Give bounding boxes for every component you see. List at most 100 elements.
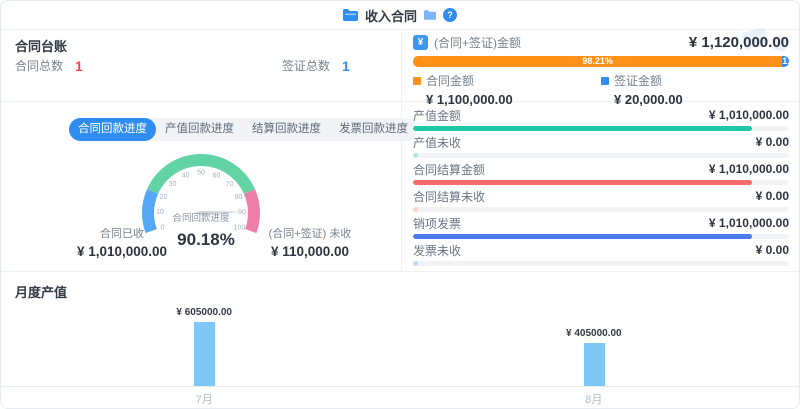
legend-label: 合同金额 bbox=[426, 74, 475, 88]
metric-label: 产值未收 bbox=[413, 135, 462, 150]
gauge-tick-label: 60 bbox=[213, 173, 221, 180]
metric-value: ¥ 1,010,000.00 bbox=[708, 162, 789, 176]
metric-line: 销项发票 ¥ 1,010,000.00 bbox=[413, 214, 789, 232]
metric-value: ¥ 0.00 bbox=[755, 189, 789, 203]
ledger-item: 合同总数 1 bbox=[15, 57, 83, 74]
gauge-percent-value: 90.18% bbox=[177, 230, 235, 249]
folder-icon bbox=[342, 9, 358, 21]
gauge-tick-label: 100 bbox=[234, 225, 246, 232]
gauge-tick-label: 20 bbox=[160, 194, 168, 201]
metric-value: ¥ 0.00 bbox=[755, 135, 789, 149]
amount-legend: 合同金额 ¥ 1,100,000.00 签证金额 ¥ 20,000.00 bbox=[413, 72, 789, 107]
amount-stacked-bar: 98.21%1.79% bbox=[413, 56, 789, 67]
monthly-bar-category: 8月 bbox=[585, 394, 603, 406]
monthly-bar bbox=[583, 343, 605, 386]
monthly-bar-value: ¥ 405000.00 bbox=[565, 328, 622, 339]
gauge-tick-label: 90 bbox=[238, 209, 246, 216]
metric-bar-fill bbox=[413, 180, 753, 185]
ledger-title: 合同台账 bbox=[15, 39, 68, 54]
metric-label: 产值金额 bbox=[413, 108, 462, 123]
tab-结算回款进度[interactable]: 结算回款进度 bbox=[252, 123, 321, 135]
metric-row: 销项发票 ¥ 1,010,000.00 bbox=[401, 214, 799, 241]
metric-bar-track bbox=[413, 234, 789, 239]
metric-row: 合同结算金额 ¥ 1,010,000.00 bbox=[401, 160, 799, 187]
metrics-list: 产值金额 ¥ 1,010,000.00 产值未收 ¥ 0.00 合同结算金额 ¥ 1,01… bbox=[401, 106, 799, 268]
total-amount-label: (合同+签证)金额 bbox=[434, 36, 522, 50]
received-value: ¥ 1,010,000.00 bbox=[76, 244, 168, 259]
metric-bar-fill bbox=[413, 126, 753, 131]
total-amount-value: ¥ 1,120,000.00 bbox=[688, 34, 789, 51]
legend-item[interactable]: 签证金额 ¥ 20,000.00 bbox=[601, 72, 789, 107]
page-title: 收入合同 bbox=[364, 8, 417, 24]
metric-value: ¥ 0.00 bbox=[755, 243, 789, 257]
stacked-bar-segment: 98.21% bbox=[413, 56, 783, 67]
metric-bar-fill bbox=[413, 153, 418, 158]
divider bbox=[1, 101, 799, 102]
gauge-tick-label: 30 bbox=[169, 181, 177, 188]
gauge-arc-segment bbox=[243, 188, 260, 234]
metric-row: 合同结算未收 ¥ 0.00 bbox=[401, 187, 799, 214]
tab-产值回款进度[interactable]: 产值回款进度 bbox=[165, 123, 234, 135]
help-icon[interactable]: ? bbox=[443, 8, 457, 22]
files-icon bbox=[424, 10, 436, 20]
gauge-arc-segment bbox=[147, 154, 255, 195]
metric-row: 产值金额 ¥ 1,010,000.00 bbox=[401, 106, 799, 133]
total-amount-row: ¥ (合同+签证)金额 ¥ 1,120,000.00 bbox=[413, 34, 789, 51]
metric-line: 合同结算未收 ¥ 0.00 bbox=[413, 187, 789, 205]
gauge-tick-label: 50 bbox=[197, 170, 205, 177]
gauge-tick-label: 70 bbox=[226, 181, 234, 188]
gauge-tick-label: 40 bbox=[182, 173, 190, 180]
legend-value: ¥ 1,100,000.00 bbox=[426, 92, 513, 107]
metric-label: 合同结算未收 bbox=[413, 189, 486, 204]
gauge-tick-label: 10 bbox=[156, 209, 164, 216]
tab-发票回款进度[interactable]: 发票回款进度 bbox=[339, 123, 408, 135]
gauge-tick-label: 80 bbox=[235, 194, 243, 201]
stacked-bar-segment: 1.79% bbox=[782, 56, 789, 67]
amount-icon: ¥ bbox=[413, 35, 428, 50]
metric-bar-track bbox=[413, 153, 789, 158]
progress-tabs: 合同回款进度 产值回款进度 结算回款进度 发票回款进度 bbox=[69, 118, 417, 141]
received-stat: 合同已收 ¥ 1,010,000.00 bbox=[42, 225, 202, 259]
page-header: 收入合同 ? bbox=[1, 1, 799, 29]
metric-label: 合同结算金额 bbox=[413, 162, 486, 177]
divider bbox=[1, 29, 799, 30]
monthly-bar bbox=[194, 322, 216, 386]
gauge-arc-segment bbox=[142, 188, 159, 234]
unreceived-label: (合同+签证) 未收 bbox=[268, 228, 352, 240]
legend-item-head: 合同金额 bbox=[413, 72, 601, 89]
unreceived-value: ¥ 110,000.00 bbox=[270, 244, 350, 259]
metric-bar-track bbox=[413, 126, 789, 131]
legend-value: ¥ 20,000.00 bbox=[614, 92, 683, 107]
gauge-center-label: 合同回款进度 bbox=[172, 212, 230, 224]
metric-line: 产值金额 ¥ 1,010,000.00 bbox=[413, 106, 789, 124]
gauge-needle bbox=[194, 211, 245, 215]
metric-row: 产值未收 ¥ 0.00 bbox=[401, 133, 799, 160]
divider bbox=[1, 271, 799, 272]
metric-bar-track bbox=[413, 180, 789, 185]
legend-swatch bbox=[601, 76, 609, 85]
metric-row: 发票未收 ¥ 0.00 bbox=[401, 241, 799, 268]
tab-合同回款进度[interactable]: 合同回款进度 bbox=[69, 118, 156, 141]
metric-label: 销项发票 bbox=[413, 216, 462, 231]
legend-item[interactable]: 合同金额 ¥ 1,100,000.00 bbox=[413, 72, 601, 107]
metric-value: ¥ 1,010,000.00 bbox=[708, 108, 789, 122]
recovery-gauge: 0 10 20 30 40 50 60 70 80 90 100 合同回款进度 bbox=[101, 129, 301, 244]
metric-value: ¥ 1,010,000.00 bbox=[708, 216, 789, 230]
metric-bar-fill bbox=[413, 234, 753, 239]
divider bbox=[401, 29, 402, 271]
ledger-item-label: 签证总数 bbox=[282, 59, 331, 73]
unreceived-stat: (合同+签证) 未收 ¥ 110,000.00 bbox=[226, 225, 394, 259]
ledger-item-count: 1 bbox=[342, 57, 350, 74]
monthly-output-chart: ¥ 605000.00 7月 ¥ 405000.00 8月 bbox=[1, 299, 799, 406]
gauge-tick-label: 0 bbox=[161, 225, 165, 232]
ledger-items: 合同总数 1 签证总数 1 bbox=[15, 57, 387, 75]
monthly-bar-category: 7月 bbox=[195, 394, 213, 406]
received-label: 合同已收 bbox=[100, 228, 144, 240]
metric-bar-track bbox=[413, 207, 789, 212]
ledger-item-label: 合同总数 bbox=[15, 59, 64, 73]
legend-item-head: 签证金额 bbox=[601, 72, 789, 89]
metric-label: 发票未收 bbox=[413, 243, 462, 258]
monthly-bar-value: ¥ 605000.00 bbox=[176, 307, 232, 318]
legend-label: 签证金额 bbox=[614, 74, 663, 88]
